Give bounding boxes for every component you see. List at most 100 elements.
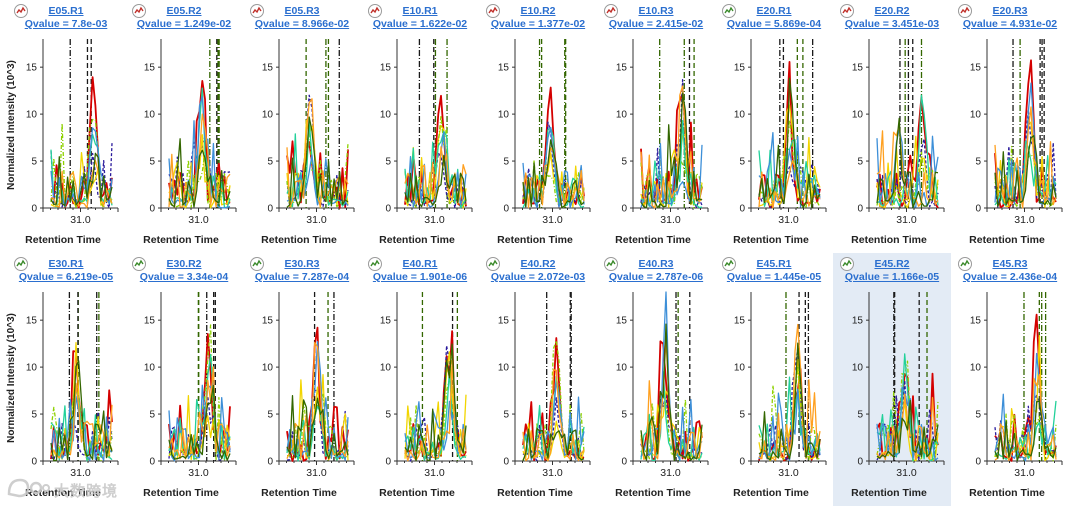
panel-title-link[interactable]: E05.R1 xyxy=(48,5,84,17)
x-axis-title: Retention Time xyxy=(497,487,573,499)
panel-qvalue-link[interactable]: Qvalue = 2.436e-04 xyxy=(962,271,1058,283)
chart-panel-e45-r3[interactable]: E45.R3 Qvalue = 2.436e-04 0 5 10 15 31.0 Retent… xyxy=(951,253,1069,506)
trace-series-8 xyxy=(522,427,585,462)
watermark: 大数跨境 xyxy=(6,472,146,502)
chart-panel-e30-r2[interactable]: E30.R2 Qvalue = 3.34e-04 0 5 10 15 31.0 Retenti… xyxy=(125,253,243,506)
x-tick-label: 31.0 xyxy=(306,214,327,226)
panel-title-link[interactable]: E30.R2 xyxy=(166,258,202,270)
peak-status-icon[interactable] xyxy=(840,4,854,18)
panel-title-link[interactable]: E40.R3 xyxy=(638,258,674,270)
panel-qvalue-link[interactable]: Qvalue = 1.249e-02 xyxy=(136,18,232,30)
panel-title-link[interactable]: E20.R1 xyxy=(756,5,792,17)
chart-panel-e40-r3[interactable]: E40.R3 Qvalue = 2.787e-06 0 5 10 15 31.0 Retent… xyxy=(597,253,715,506)
trace-series-5 xyxy=(994,400,1057,460)
panel-title-link[interactable]: E45.R1 xyxy=(756,258,792,270)
panel-qvalue-link[interactable]: Qvalue = 5.869e-04 xyxy=(726,18,822,30)
panel-qvalue-link[interactable]: Qvalue = 2.072e-03 xyxy=(490,271,586,283)
chart-panel-e45-r1[interactable]: E45.R1 Qvalue = 1.445e-05 0 5 10 15 31.0 Retent… xyxy=(715,253,833,506)
chart-panel-e30-r3[interactable]: E30.R3 Qvalue = 7.287e-04 0 5 10 15 31.0 Retent… xyxy=(243,253,361,506)
peak-status-icon[interactable] xyxy=(250,4,264,18)
chart-panel-e10-r3[interactable]: E10.R3 Qvalue = 2.415e-02 0 5 10 15 31.0 Retent… xyxy=(597,0,715,253)
panel-qvalue-link[interactable]: Qvalue = 7.8e-03 xyxy=(24,18,108,30)
chart-panel-e45-r2[interactable]: E45.R2 Qvalue = 1.166e-05 0 5 10 15 31.0 Retent… xyxy=(833,253,951,506)
chart-panel-e05-r3[interactable]: E05.R3 Qvalue = 8.966e-02 0 5 10 15 31.0 Retent… xyxy=(243,0,361,253)
x-axis-title: Retention Time xyxy=(969,234,1045,246)
y-tick-label: 15 xyxy=(262,316,274,327)
peak-status-icon[interactable] xyxy=(368,4,382,18)
peak-status-icon[interactable] xyxy=(250,257,264,271)
trace-series-4 xyxy=(640,389,703,461)
peak-status-icon[interactable] xyxy=(486,4,500,18)
chart-panel-e30-r1[interactable]: E30.R1 Qvalue = 6.219e-05 0 5 10 15 31.0 Retent… xyxy=(7,253,125,506)
peak-status-icon[interactable] xyxy=(132,4,146,18)
y-tick-label: 0 xyxy=(857,457,863,468)
peak-status-icon[interactable] xyxy=(722,4,736,18)
panel-title-link[interactable]: E10.R1 xyxy=(402,5,438,17)
chart-panel-e20-r1[interactable]: E20.R1 Qvalue = 5.869e-04 0 5 10 15 31.0 Retent… xyxy=(715,0,833,253)
chart-panel-e05-r1[interactable]: E05.R1 Qvalue = 7.8e-03 0 5 10 15 31.0 Retentio… xyxy=(7,0,125,253)
y-tick-label: 0 xyxy=(621,457,627,468)
peak-status-icon[interactable] xyxy=(722,257,736,271)
y-tick-label: 10 xyxy=(498,110,510,121)
panel-title-link[interactable]: E20.R3 xyxy=(992,5,1028,17)
panel-qvalue-link[interactable]: Qvalue = 2.787e-06 xyxy=(608,271,704,283)
trace-series-2 xyxy=(876,379,939,461)
peak-status-icon[interactable] xyxy=(604,4,618,18)
x-axis-title: Retention Time xyxy=(379,487,455,499)
y-tick-label: 5 xyxy=(739,157,745,168)
panel-title-link[interactable]: E05.R2 xyxy=(166,5,202,17)
panel-qvalue-link[interactable]: Qvalue = 7.287e-04 xyxy=(254,271,350,283)
y-tick-label: 0 xyxy=(267,457,273,468)
peak-status-icon[interactable] xyxy=(958,257,972,271)
panel-qvalue-link[interactable]: Qvalue = 1.445e-05 xyxy=(726,271,822,283)
trace-series-3 xyxy=(876,135,939,209)
panel-title-link[interactable]: E45.R3 xyxy=(992,258,1028,270)
panel-qvalue-link[interactable]: Qvalue = 1.166e-05 xyxy=(844,271,940,283)
panel-qvalue-link[interactable]: Qvalue = 6.219e-05 xyxy=(18,271,114,283)
panel-title-link[interactable]: E20.R2 xyxy=(874,5,910,17)
panel-qvalue-link[interactable]: Qvalue = 3.34e-04 xyxy=(139,271,229,283)
panel-qvalue-link[interactable]: Qvalue = 1.901e-06 xyxy=(372,271,468,283)
panel-qvalue-link[interactable]: Qvalue = 1.377e-02 xyxy=(490,18,586,30)
y-tick-label: 0 xyxy=(621,204,627,215)
chart-panel-e05-r2[interactable]: E05.R2 Qvalue = 1.249e-02 0 5 10 15 31.0 Retent… xyxy=(125,0,243,253)
panel-qvalue-link[interactable]: Qvalue = 8.966e-02 xyxy=(254,18,350,30)
trace-series-4 xyxy=(522,159,585,206)
y-tick-label: 5 xyxy=(739,410,745,421)
y-tick-label: 5 xyxy=(857,410,863,421)
peak-status-icon[interactable] xyxy=(486,257,500,271)
peak-status-icon[interactable] xyxy=(840,257,854,271)
chart-panel-e20-r3[interactable]: E20.R3 Qvalue = 4.931e-02 0 5 10 15 31.0 Retent… xyxy=(951,0,1069,253)
trace-series-8 xyxy=(50,360,113,462)
panel-title-link[interactable]: E40.R1 xyxy=(402,258,438,270)
panel-title-link[interactable]: E40.R2 xyxy=(520,258,556,270)
y-tick-label: 10 xyxy=(380,363,392,374)
panel-qvalue-link[interactable]: Qvalue = 3.451e-03 xyxy=(844,18,940,30)
chart-panel-e10-r2[interactable]: E10.R2 Qvalue = 1.377e-02 0 5 10 15 31.0 Retent… xyxy=(479,0,597,253)
peak-status-icon[interactable] xyxy=(14,4,28,18)
panel-title-link[interactable]: E45.R2 xyxy=(874,258,910,270)
trace-series-8 xyxy=(286,116,349,208)
peak-status-icon[interactable] xyxy=(132,257,146,271)
y-tick-label: 5 xyxy=(385,157,391,168)
panel-title-link[interactable]: E10.R3 xyxy=(638,5,674,17)
watermark-text: 大数跨境 xyxy=(54,483,119,500)
chart-panel-e40-r2[interactable]: E40.R2 Qvalue = 2.072e-03 0 5 10 15 31.0 Retent… xyxy=(479,253,597,506)
y-tick-label: 15 xyxy=(262,63,274,74)
panel-title-link[interactable]: E05.R3 xyxy=(284,5,320,17)
panel-qvalue-link[interactable]: Qvalue = 2.415e-02 xyxy=(608,18,704,30)
peak-status-icon[interactable] xyxy=(14,257,28,271)
panel-title-link[interactable]: E30.R1 xyxy=(48,258,84,270)
panel-qvalue-link[interactable]: Qvalue = 1.622e-02 xyxy=(372,18,468,30)
chromatogram-plot: 0 5 10 15 31.0 xyxy=(498,39,591,226)
chart-panel-e40-r1[interactable]: E40.R1 Qvalue = 1.901e-06 0 5 10 15 31.0 Retent… xyxy=(361,253,479,506)
peak-status-icon[interactable] xyxy=(368,257,382,271)
chromatogram-plot: 0 5 10 15 31.0 xyxy=(852,292,945,479)
panel-title-link[interactable]: E10.R2 xyxy=(520,5,556,17)
peak-status-icon[interactable] xyxy=(604,257,618,271)
panel-qvalue-link[interactable]: Qvalue = 4.931e-02 xyxy=(962,18,1058,30)
panel-title-link[interactable]: E30.R3 xyxy=(284,258,320,270)
peak-status-icon[interactable] xyxy=(958,4,972,18)
chart-panel-e20-r2[interactable]: E20.R2 Qvalue = 3.451e-03 0 5 10 15 31.0 Retent… xyxy=(833,0,951,253)
chart-panel-e10-r1[interactable]: E10.R1 Qvalue = 1.622e-02 0 5 10 15 31.0 Retent… xyxy=(361,0,479,253)
